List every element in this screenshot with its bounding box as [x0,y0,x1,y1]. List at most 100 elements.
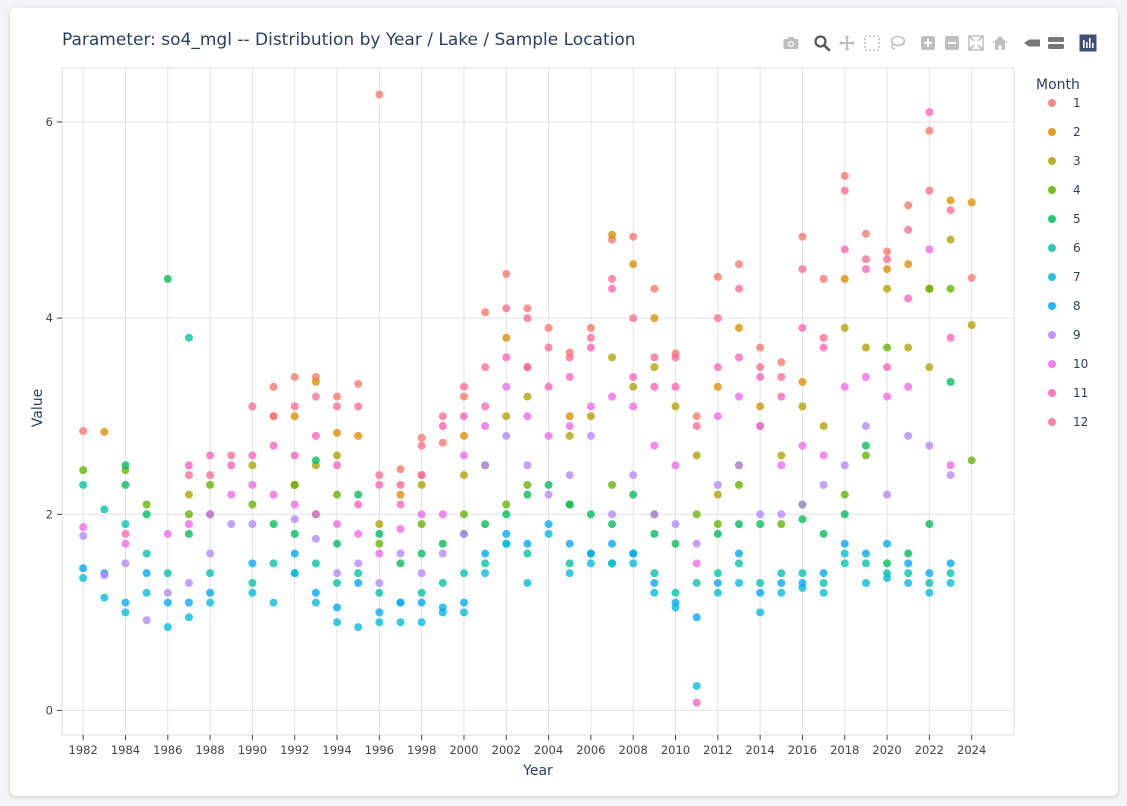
legend-item-month-6[interactable]: 6 [1048,241,1081,255]
data-point[interactable] [375,520,384,529]
data-point[interactable] [248,578,257,587]
data-point[interactable] [290,412,299,421]
data-point[interactable] [883,265,892,274]
data-point[interactable] [459,382,468,391]
data-point[interactable] [734,461,743,470]
data-point[interactable] [417,598,426,607]
data-point[interactable] [671,539,680,548]
data-point[interactable] [840,245,849,254]
data-point[interactable] [777,358,786,367]
data-point[interactable] [925,108,934,117]
data-point[interactable] [925,441,934,450]
data-point[interactable] [904,225,913,234]
data-point[interactable] [523,392,532,401]
data-point[interactable] [650,363,659,372]
data-point[interactable] [354,490,363,499]
data-point[interactable] [523,578,532,587]
data-point[interactable] [629,314,638,323]
data-point[interactable] [904,431,913,440]
data-point[interactable] [629,559,638,568]
data-point[interactable] [650,441,659,450]
data-point[interactable] [713,480,722,489]
data-point[interactable] [459,529,468,538]
data-point[interactable] [311,588,320,597]
data-point[interactable] [671,588,680,597]
data-point[interactable] [777,520,786,529]
data-point[interactable] [650,314,659,323]
data-point[interactable] [227,461,236,470]
data-point[interactable] [248,451,257,460]
data-point[interactable] [396,465,405,474]
data-point[interactable] [734,284,743,293]
data-point[interactable] [734,392,743,401]
data-point[interactable] [565,353,574,362]
data-point[interactable] [967,456,976,465]
data-point[interactable] [142,616,151,625]
data-point[interactable] [608,284,617,293]
data-point[interactable] [354,578,363,587]
data-point[interactable] [163,588,172,597]
data-point[interactable] [692,451,701,460]
data-point[interactable] [481,308,490,317]
data-point[interactable] [946,206,955,215]
data-point[interactable] [904,578,913,587]
data-point[interactable] [184,471,193,480]
data-point[interactable] [354,559,363,568]
data-point[interactable] [396,480,405,489]
autoscale-icon[interactable] [966,33,986,53]
data-point[interactable] [713,520,722,529]
data-point[interactable] [608,510,617,519]
data-point[interactable] [142,569,151,578]
data-point[interactable] [354,623,363,632]
legend-item-month-7[interactable]: 7 [1048,270,1081,284]
data-point[interactable] [502,539,511,548]
data-point[interactable] [692,578,701,587]
data-point[interactable] [184,333,193,342]
data-point[interactable] [629,549,638,558]
data-point[interactable] [565,372,574,381]
data-point[interactable] [311,431,320,440]
data-point[interactable] [861,549,870,558]
data-point[interactable] [417,433,426,442]
data-point[interactable] [396,490,405,499]
legend-item-month-3[interactable]: 3 [1048,154,1081,168]
data-point[interactable] [713,529,722,538]
data-point[interactable] [523,461,532,470]
data-point[interactable] [163,623,172,632]
data-point[interactable] [671,353,680,362]
data-point[interactable] [777,372,786,381]
data-point[interactable] [290,402,299,411]
data-point[interactable] [248,559,257,568]
data-point[interactable] [417,618,426,627]
data-point[interactable] [861,441,870,450]
data-point[interactable] [184,613,193,622]
data-point[interactable] [523,549,532,558]
data-point[interactable] [396,559,405,568]
data-point[interactable] [692,559,701,568]
data-point[interactable] [290,529,299,538]
data-point[interactable] [692,681,701,690]
data-point[interactable] [544,343,553,352]
data-point[interactable] [333,402,342,411]
data-point[interactable] [375,608,384,617]
data-point[interactable] [354,431,363,440]
data-point[interactable] [248,461,257,470]
data-point[interactable] [777,569,786,578]
data-point[interactable] [904,569,913,578]
data-point[interactable] [375,480,384,489]
data-point[interactable] [777,578,786,587]
data-point[interactable] [777,451,786,460]
data-point[interactable] [883,255,892,264]
data-point[interactable] [459,608,468,617]
data-point[interactable] [904,294,913,303]
data-point[interactable] [333,569,342,578]
data-point[interactable] [206,471,215,480]
data-point[interactable] [375,539,384,548]
data-point[interactable] [417,569,426,578]
data-point[interactable] [756,363,765,372]
data-point[interactable] [311,598,320,607]
data-point[interactable] [481,569,490,578]
data-point[interactable] [502,304,511,313]
data-point[interactable] [734,578,743,587]
data-point[interactable] [713,588,722,597]
